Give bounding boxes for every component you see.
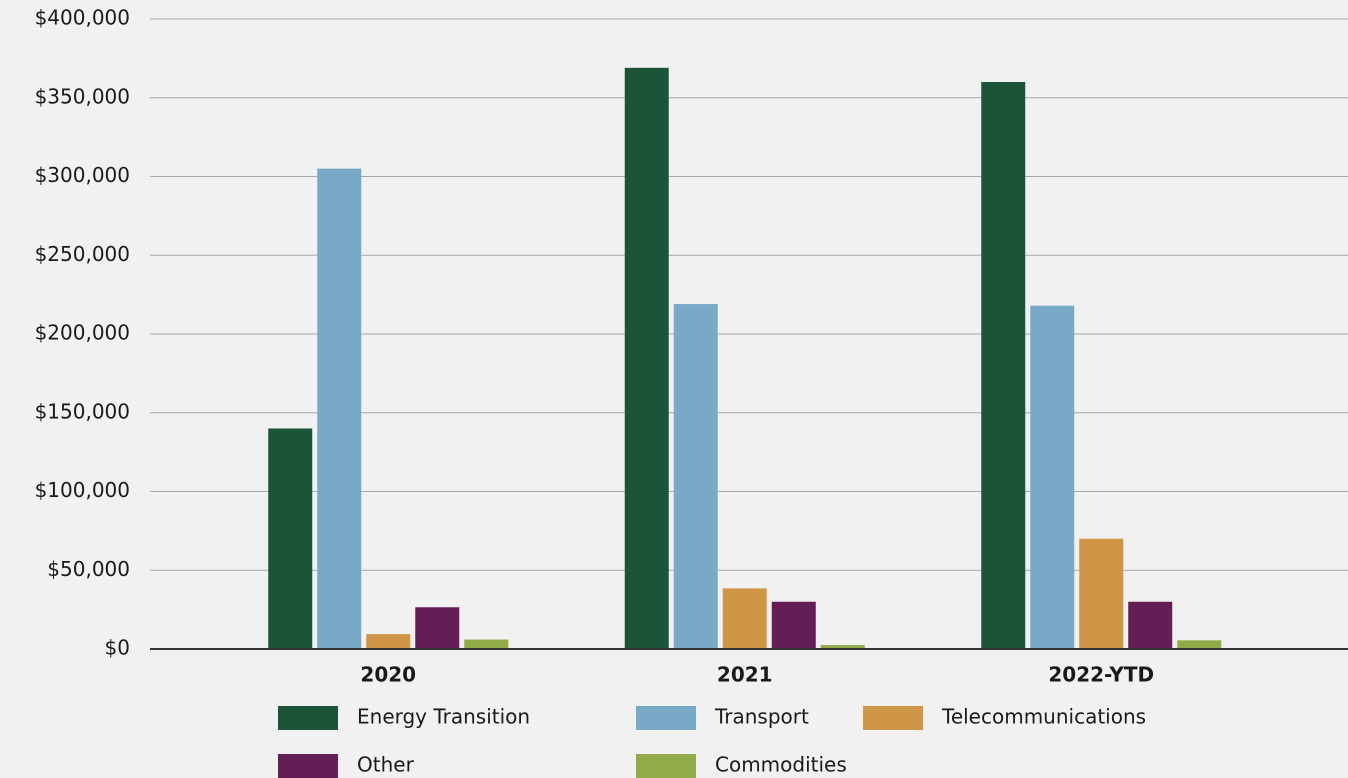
bar	[1177, 640, 1222, 649]
bar	[981, 82, 1026, 649]
bar	[1079, 538, 1124, 649]
bar	[464, 639, 509, 649]
bar	[366, 634, 411, 649]
y-tick-label: $200,000	[35, 321, 130, 345]
legend-label: Commodities	[715, 753, 847, 777]
y-tick-label: $100,000	[35, 478, 130, 502]
legend-label: Telecommunications	[941, 705, 1146, 729]
x-tick-label: 2021	[717, 663, 773, 687]
y-tick-label: $50,000	[47, 557, 130, 581]
bar	[673, 304, 718, 649]
bar	[722, 588, 767, 649]
y-tick-label: $0	[105, 636, 130, 660]
bar	[1030, 305, 1075, 649]
legend-label: Other	[357, 753, 415, 777]
bar	[1128, 601, 1173, 649]
y-tick-label: $300,000	[35, 163, 130, 187]
bar	[771, 601, 816, 649]
bar	[317, 168, 362, 649]
bar	[268, 428, 313, 649]
legend-swatch	[278, 706, 338, 730]
x-tick-label: 2022-YTD	[1048, 663, 1154, 687]
y-tick-label: $400,000	[35, 6, 130, 30]
bar	[415, 607, 460, 649]
legend-label: Energy Transition	[357, 705, 530, 729]
legend-swatch	[636, 706, 696, 730]
bar	[624, 67, 669, 649]
legend-swatch	[278, 754, 338, 778]
x-tick-label: 2020	[360, 663, 416, 687]
y-tick-label: $350,000	[35, 84, 130, 108]
legend-label: Transport	[714, 705, 809, 729]
y-tick-label: $250,000	[35, 242, 130, 266]
legend-swatch	[636, 754, 696, 778]
bar	[820, 645, 865, 649]
y-tick-label: $150,000	[35, 399, 130, 423]
legend-swatch	[863, 706, 923, 730]
